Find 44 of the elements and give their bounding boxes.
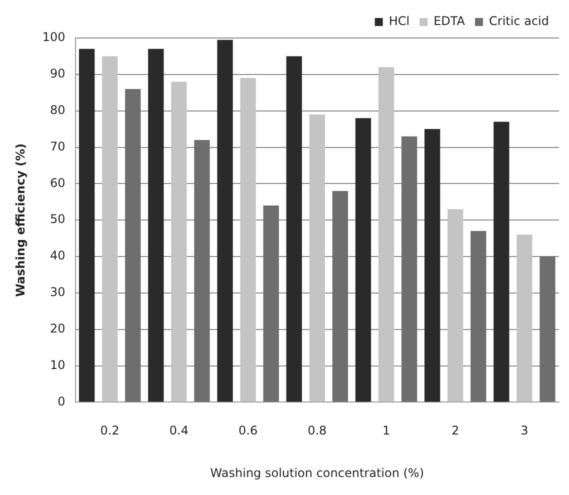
y-tick-label: 80 (50, 102, 66, 117)
bar (401, 136, 418, 402)
bar (263, 206, 279, 402)
bar (332, 190, 348, 402)
y-tick-label: 90 (50, 66, 66, 81)
bar (171, 82, 187, 402)
legend-label: HCl (388, 14, 410, 28)
bar (516, 234, 532, 402)
bar (102, 56, 118, 402)
y-tick-label: 30 (50, 285, 66, 300)
y-tick-label: 50 (50, 212, 66, 226)
bar (448, 209, 464, 402)
x-tick-label: 0.4 (169, 424, 188, 438)
bar (125, 88, 141, 402)
x-axis-title: Washing solution concentration (%) (210, 466, 424, 480)
y-tick-label: 60 (50, 176, 66, 190)
y-tick-label: 40 (50, 248, 66, 263)
bar (286, 56, 302, 402)
bar (240, 78, 256, 402)
x-tick-label: 0.8 (308, 424, 327, 438)
x-tick-label: 1 (382, 424, 390, 438)
y-tick-label: 70 (50, 139, 66, 154)
bar (494, 122, 510, 402)
y-tick-label: 10 (50, 358, 66, 372)
y-tick-label: 20 (50, 321, 66, 336)
x-tick-label: 0.2 (100, 424, 120, 438)
bar (217, 40, 233, 402)
bar (424, 129, 440, 402)
x-tick-label: 3 (520, 424, 528, 438)
bar (309, 114, 325, 402)
bar (470, 231, 486, 402)
y-axis-title: Washing efficiency (%) (13, 143, 28, 297)
bar (355, 118, 372, 402)
y-tick-label: 100 (42, 30, 66, 44)
bar (194, 140, 210, 402)
bar (78, 48, 95, 402)
bar (378, 67, 394, 402)
bar (540, 256, 556, 402)
x-tick-label: 0.6 (238, 424, 258, 438)
y-tick-label: 0 (58, 394, 66, 408)
bar (148, 48, 164, 402)
x-tick-label: 2 (452, 424, 460, 438)
legend-label: Critic acid (489, 14, 549, 28)
legend-label: EDTA (434, 14, 466, 28)
